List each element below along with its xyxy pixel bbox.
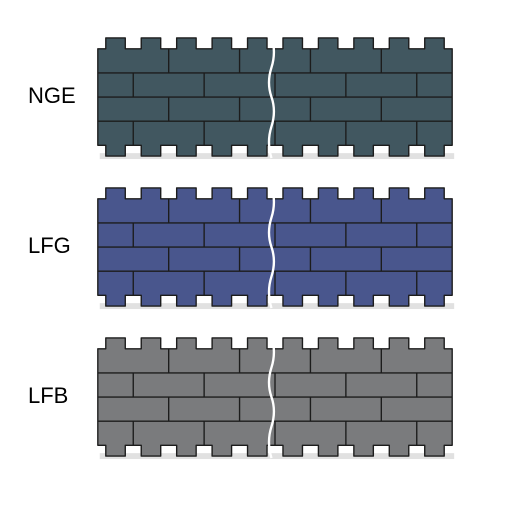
label-nge: NGE	[28, 83, 88, 109]
belt-lfb	[95, 336, 455, 462]
belt-nge	[95, 36, 455, 162]
belt-lfg	[95, 186, 455, 312]
belt-comparison-diagram: NGE LFG LFB	[0, 0, 512, 512]
label-lfb: LFB	[28, 383, 88, 409]
label-lfg: LFG	[28, 233, 88, 259]
